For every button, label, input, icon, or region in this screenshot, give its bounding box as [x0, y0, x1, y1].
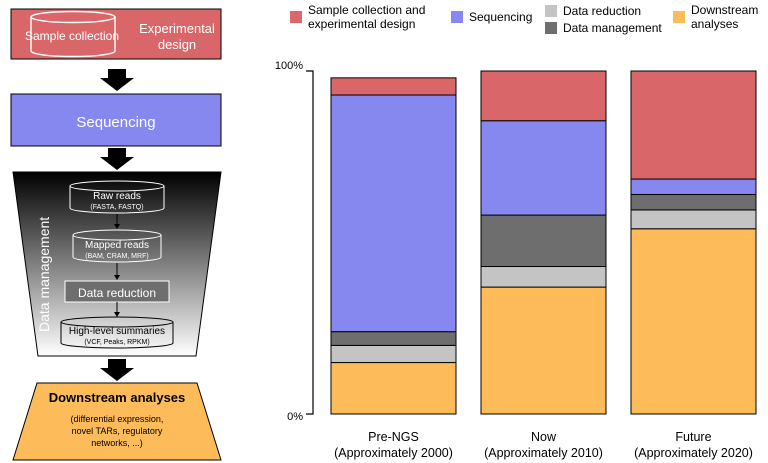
bar-segment-future-data-reduction [630, 209, 757, 230]
bar-segment-now-data-management [480, 214, 607, 268]
sequencing-box [10, 93, 222, 147]
pipeline-diagram: Sample collection Experimental design Seq… [10, 8, 222, 461]
bar-segment-now-sample-collection [480, 70, 607, 122]
flow-arrow-icon [114, 224, 120, 229]
experimental-design-label: Experimental design [139, 21, 215, 52]
y-tick-label-0: 0% [287, 411, 303, 423]
legend-label-sample-collection-line2: experimental design [308, 17, 415, 31]
x-tick-label-now: Now [531, 430, 557, 444]
downstream-details-line-3: networks, ...) [91, 438, 143, 448]
experimental-design-box [10, 8, 222, 60]
legend-label-data-management: Data management [563, 21, 662, 35]
flow-arrow-icon [114, 312, 120, 317]
legend-label-sample-collection: Sample collection and [308, 3, 425, 17]
legend-swatch-downstream [673, 11, 685, 23]
y-tick-label-100: 100% [275, 60, 303, 72]
bar-segment-pre-ngs-downstream [330, 362, 457, 415]
x-tick-label-now-sub: (Approximately 2010) [484, 446, 603, 460]
legend-swatch-sample-collection [290, 11, 302, 23]
sequencing-label: Sequencing [76, 114, 155, 131]
sample-collection-cylinder [30, 10, 116, 58]
legend-label-data-reduction: Data reduction [563, 4, 641, 18]
bars-group [330, 70, 757, 415]
legend-label-downstream: Downstream [691, 3, 758, 17]
downstream-details-line-2: novel TARs, regulatory [72, 426, 163, 436]
downstream-details-line-1: (differential expression, [71, 414, 164, 424]
summaries-label: High-level summaries [69, 326, 165, 337]
bar-segment-future-downstream [630, 228, 757, 415]
bar-segment-now-downstream [480, 286, 607, 415]
downstream-analyses-label: Downstream analyses [49, 390, 186, 405]
x-tick-label-future: Future [675, 430, 711, 444]
bar-segment-pre-ngs-data-management [330, 331, 457, 346]
flow-arrow-icon [100, 148, 134, 170]
x-tick-label-pre-ngs: Pre-NGS [368, 430, 419, 444]
legend-swatch-data-reduction [545, 5, 557, 17]
raw-reads-formats: (FASTA, FASTQ) [90, 204, 143, 211]
legend-swatch-data-management [545, 22, 557, 34]
bar-segment-future-sample-collection [630, 70, 757, 180]
y-axis-line [306, 70, 314, 415]
raw-reads-cylinder [69, 180, 165, 214]
flow-arrow-icon [100, 359, 134, 381]
bar-segment-pre-ngs-sample-collection [330, 77, 457, 96]
legend-swatch-sequencing [451, 11, 463, 23]
bar-segment-future-sequencing [630, 178, 757, 195]
downstream-analyses-box [12, 382, 222, 461]
bar-segment-pre-ngs-sequencing [330, 94, 457, 333]
sample-collection-text: Sample collection [25, 29, 119, 43]
raw-reads-label: Raw reads [93, 191, 141, 202]
bar-segment-future-data-management [630, 193, 757, 211]
x-tick-label-future-sub: (Approximately 2020) [634, 446, 753, 460]
bar-segment-now-sequencing [480, 120, 607, 216]
data-reduction-label: Data reduction [78, 286, 156, 300]
legend-label-sequencing: Sequencing [469, 10, 532, 24]
sample-collection-label: Sample collection [25, 29, 119, 43]
summaries-formats: (VCF, Peaks, RPKM) [84, 339, 149, 346]
summaries-cylinder [60, 316, 174, 349]
flow-arrow-icon [100, 69, 134, 91]
x-axis-labels: Pre-NGS (Approximately 2000) Now (Approxima… [334, 430, 753, 460]
y-axis: 100% 0% [275, 60, 314, 423]
bar-segment-now-data-reduction [480, 266, 607, 288]
mapped-reads-cylinder [72, 229, 162, 263]
bar-segment-pre-ngs-data-reduction [330, 344, 457, 364]
legend-label-downstream-line2: analyses [691, 17, 738, 31]
data-management-label: Data management [36, 217, 52, 332]
flow-arrow-icon [114, 275, 120, 280]
x-tick-label-pre-ngs-sub: (Approximately 2000) [334, 446, 453, 460]
mapped-reads-formats: (BAM, CRAM, MRF) [85, 253, 148, 260]
mapped-reads-label: Mapped reads [85, 240, 149, 251]
